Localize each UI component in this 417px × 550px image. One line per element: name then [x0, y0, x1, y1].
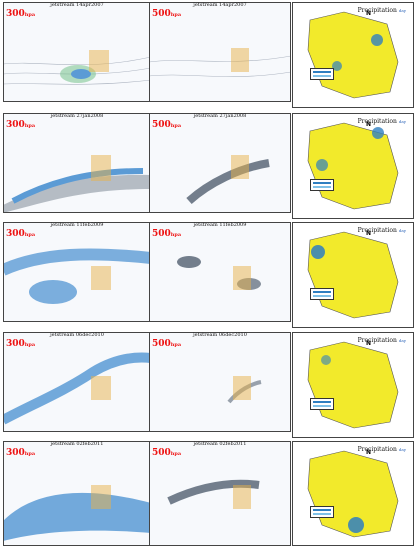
jet-map-300-row2-plot [3, 113, 151, 213]
panel-title: jetstream 02feb2011 [50, 441, 104, 447]
pressure-level-label: 300hpa [6, 339, 36, 349]
north-arrow: N [366, 121, 372, 128]
panel-title: jetstream 06dec2010 [50, 332, 104, 338]
legend-colorbar [310, 398, 334, 410]
jet-map-300-row4-plot [3, 332, 151, 432]
jet-map-500-row4: jetstream 06dec2010 500hpa [149, 332, 291, 432]
panel-title: jetstream 02feb2011 [193, 441, 247, 447]
jet-map-500-row1: jetstream 14apr2007 500hpa [149, 2, 291, 102]
panel-title: jetstream 11feb2009 [50, 222, 104, 228]
map-title: Precipitation day [357, 7, 406, 14]
panel-title: jetstream 27jan2008 [193, 113, 247, 119]
map-title: Precipitation day [357, 446, 406, 453]
north-arrow: N [366, 230, 372, 237]
jet-map-300-row5: jetstream 02feb2011 300hpa [3, 441, 151, 546]
map-title: Precipitation day [357, 227, 406, 234]
pressure-level-label: 500hpa [152, 229, 182, 239]
jet-map-300-row2: jetstream 27jan2008 300hpa [3, 113, 151, 213]
jet-map-300-row5-plot [3, 441, 151, 546]
jet-map-500-row5-plot [149, 441, 291, 546]
legend-colorbar [310, 506, 334, 518]
pressure-level-label: 500hpa [152, 448, 182, 458]
pressure-level-label: 300hpa [6, 229, 36, 239]
jet-map-300-row4: jetstream 06dec2010 300hpa [3, 332, 151, 432]
panel-title: jetstream 27jan2008 [50, 113, 104, 119]
north-arrow: N [366, 10, 372, 17]
jet-map-500-row3: jetstream 11feb2009 500hpa [149, 222, 291, 322]
jet-map-300-row1: jetstream 14apr2007 300hpa [3, 2, 151, 102]
map-title: Precipitation day [357, 118, 406, 125]
precip-map-row3-plot [292, 222, 414, 328]
panel-title: jetstream 06dec2010 [193, 332, 247, 338]
jet-map-500-row3-plot [149, 222, 291, 322]
jet-map-500-row4-plot [149, 332, 291, 432]
jet-map-300-row3: jetstream 11feb2009 300hpa [3, 222, 151, 322]
precip-map-row1: N Precipitation day [292, 2, 414, 108]
precip-map-row5: N Precipitation day [292, 441, 414, 546]
pressure-level-label: 300hpa [6, 448, 36, 458]
pressure-level-label: 300hpa [6, 9, 36, 19]
map-title: Precipitation day [357, 337, 406, 344]
north-arrow: N [366, 449, 372, 456]
panel-title: jetstream 14apr2007 [50, 2, 104, 8]
jet-map-300-row1-plot [3, 2, 151, 102]
precip-map-row3: N Precipitation day [292, 222, 414, 328]
precip-map-row4: N Precipitation day [292, 332, 414, 438]
jet-map-500-row2: jetstream 27jan2008 500hpa [149, 113, 291, 213]
pressure-level-label: 500hpa [152, 339, 182, 349]
jet-map-300-row3-plot [3, 222, 151, 322]
pressure-level-label: 500hpa [152, 120, 182, 130]
pressure-level-label: 300hpa [6, 120, 36, 130]
north-arrow: N [366, 340, 372, 347]
panel-title: jetstream 11feb2009 [193, 222, 247, 228]
legend-colorbar [310, 68, 334, 80]
legend-colorbar [310, 179, 334, 191]
legend-colorbar [310, 288, 334, 300]
pressure-level-label: 500hpa [152, 9, 182, 19]
jet-map-500-row5: jetstream 02feb2011 500hpa [149, 441, 291, 546]
panel-title: jetstream 14apr2007 [193, 2, 247, 8]
jet-map-500-row1-plot [149, 2, 291, 102]
jet-map-500-row2-plot [149, 113, 291, 213]
precip-map-row2: N Precipitation day [292, 113, 414, 219]
